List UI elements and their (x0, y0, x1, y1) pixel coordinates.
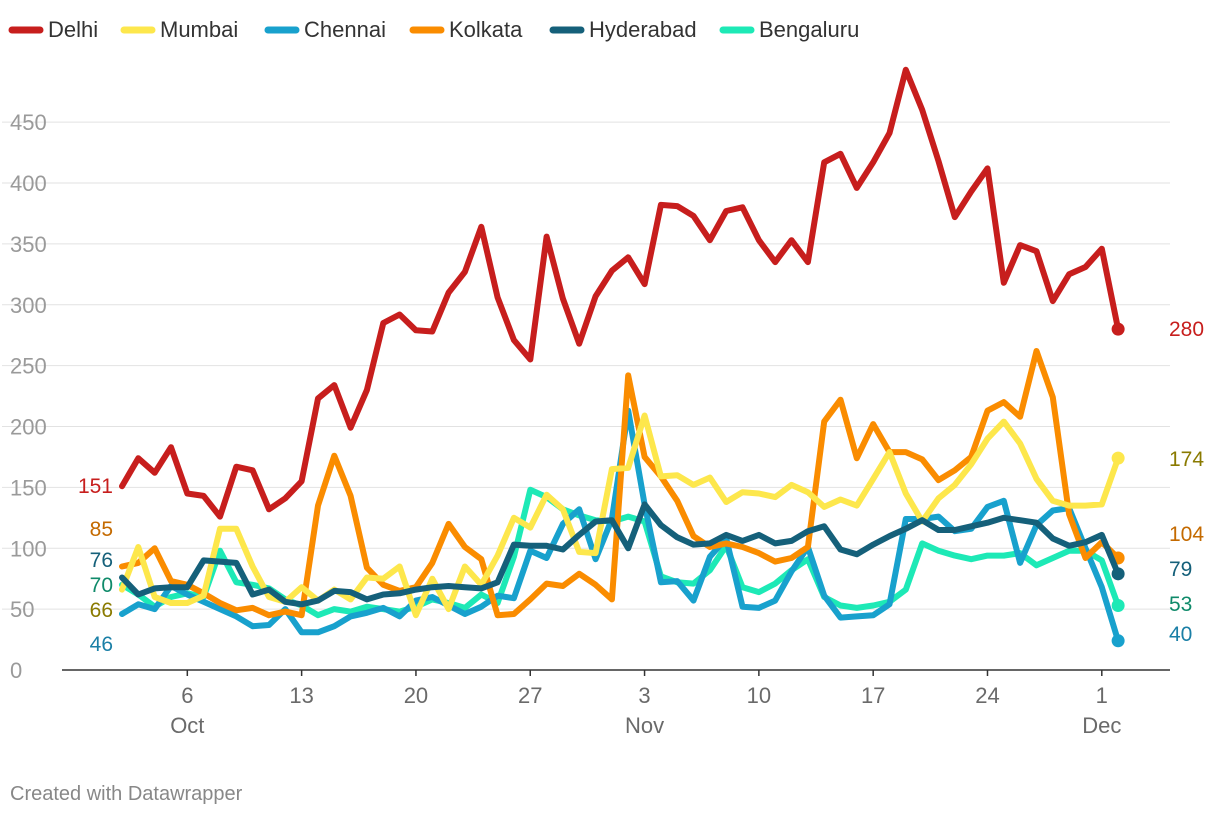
start-label-chennai: 46 (90, 633, 113, 656)
start-label-kolkata: 85 (90, 518, 113, 541)
series-end-dot-bengaluru (1111, 598, 1125, 612)
series-end-dot-mumbai (1111, 451, 1125, 465)
end-label-chennai: 40 (1169, 623, 1192, 646)
y-tick-label: 0 (10, 658, 22, 683)
credit-text: Created with Datawrapper (10, 783, 243, 805)
series-end-dot-hyderabad (1111, 567, 1125, 581)
x-tick-label: 6 (181, 683, 193, 708)
start-label-hyderabad: 76 (90, 549, 113, 572)
series-line-hyderabad (119, 501, 1122, 608)
y-axis: 0 50 100 150 200 250 300 350 400 450 (10, 110, 47, 683)
end-label-kolkata: 104 (1169, 523, 1204, 546)
series-end-dot-chennai (1111, 634, 1125, 648)
legend-label-delhi[interactable]: Delhi (48, 17, 98, 42)
series-line-delhi (119, 66, 1122, 520)
x-tick-month-label: Oct (170, 713, 204, 738)
legend-label-chennai[interactable]: Chennai (304, 17, 386, 42)
x-tick-label: 1 (1096, 683, 1108, 708)
x-axis: 6 Oct 13 20 27 3 Nov 10 17 24 1 Dec (170, 670, 1121, 738)
legend-label-hyderabad[interactable]: Hyderabad (589, 17, 697, 42)
series-end-dot-delhi (1111, 322, 1125, 336)
x-tick-label: 3 (638, 683, 650, 708)
y-tick-label: 150 (10, 475, 47, 500)
y-tick-label: 400 (10, 171, 47, 196)
x-tick-label: 24 (975, 683, 999, 708)
end-label-delhi: 280 (1169, 318, 1204, 341)
x-tick-label: 13 (289, 683, 313, 708)
y-tick-label: 100 (10, 536, 47, 561)
legend-label-kolkata[interactable]: Kolkata (449, 17, 523, 42)
y-tick-label: 50 (10, 597, 34, 622)
x-tick-month-label: Dec (1082, 713, 1121, 738)
y-tick-label: 200 (10, 415, 47, 440)
x-tick-label: 27 (518, 683, 542, 708)
end-label-bengaluru: 53 (1169, 593, 1192, 616)
start-label-delhi: 151 (78, 475, 113, 498)
gridlines (2, 121, 1170, 671)
y-tick-label: 300 (10, 293, 47, 318)
x-tick-month-label: Nov (625, 713, 664, 738)
series-end-labels: 151 280 66 174 46 40 85 104 76 79 70 53 (78, 318, 1204, 656)
y-tick-label: 250 (10, 354, 47, 379)
x-tick-label: 17 (861, 683, 885, 708)
end-label-hyderabad: 79 (1169, 558, 1192, 581)
y-tick-label: 350 (10, 232, 47, 257)
legend-label-mumbai[interactable]: Mumbai (160, 17, 238, 42)
start-label-mumbai: 66 (90, 599, 113, 622)
x-tick-label: 20 (404, 683, 428, 708)
series-line-kolkata (119, 348, 1122, 619)
series-lines (119, 66, 1125, 648)
y-tick-label: 450 (10, 110, 47, 135)
x-tick-label: 10 (747, 683, 771, 708)
legend: Delhi Mumbai Chennai Kolkata Hyderabad Bengal… (8, 17, 859, 42)
end-label-mumbai: 174 (1169, 448, 1204, 471)
legend-label-bengaluru[interactable]: Bengaluru (759, 17, 859, 42)
start-label-bengaluru: 70 (90, 574, 113, 597)
